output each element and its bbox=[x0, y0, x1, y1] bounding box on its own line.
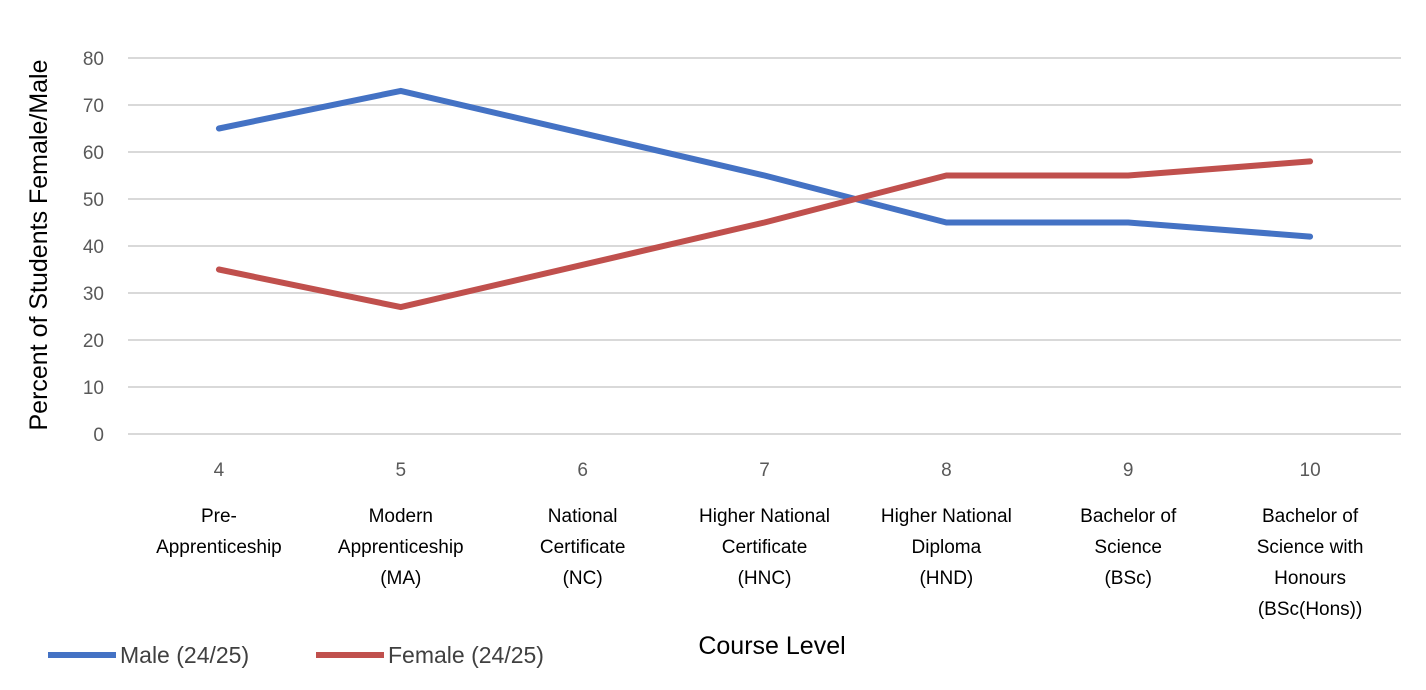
category-description-line: Higher National bbox=[699, 506, 830, 527]
category-description-line: Diploma bbox=[912, 537, 982, 558]
category-description-line: Science with bbox=[1257, 537, 1364, 558]
category-description-line: Honours bbox=[1274, 568, 1346, 589]
category-description-line: Bachelor of bbox=[1262, 506, 1359, 527]
legend-label: Female (24/25) bbox=[388, 642, 544, 668]
category-description-line: Science bbox=[1094, 537, 1162, 558]
legend-label: Male (24/25) bbox=[120, 642, 249, 668]
y-tick-label: 10 bbox=[83, 378, 104, 399]
y-tick-label: 40 bbox=[83, 237, 104, 258]
category-description-line: Certificate bbox=[722, 537, 808, 558]
x-tick-label: 7 bbox=[759, 460, 770, 481]
x-axis-ticks: 4 5 6 7 8 9 10 bbox=[214, 460, 1321, 481]
category-description-line: Pre- bbox=[201, 506, 237, 527]
series-line-male bbox=[215, 87, 1314, 240]
category-descriptions: Pre- Apprenticeship Modern Apprenticeship (M… bbox=[156, 506, 1363, 620]
legend: Male (24/25) Female (24/25) bbox=[48, 642, 544, 668]
category-description-line: (BSc(Hons)) bbox=[1258, 599, 1363, 620]
gridlines bbox=[128, 57, 1401, 435]
y-axis-ticks: 0 10 20 30 40 50 60 70 80 bbox=[83, 49, 104, 446]
category-description-line: (MA) bbox=[380, 568, 421, 589]
y-tick-label: 30 bbox=[83, 284, 104, 305]
x-tick-label: 6 bbox=[577, 460, 588, 481]
x-tick-label: 8 bbox=[941, 460, 952, 481]
category-description-line: Certificate bbox=[540, 537, 626, 558]
y-tick-label: 50 bbox=[83, 190, 104, 211]
y-tick-label: 70 bbox=[83, 96, 104, 117]
category-description-line: Bachelor of bbox=[1080, 506, 1177, 527]
category-description-line: (BSc) bbox=[1104, 568, 1152, 589]
category-description-line: Apprenticeship bbox=[338, 537, 464, 558]
category-description-line: Modern bbox=[369, 506, 433, 527]
category-description-line: (HND) bbox=[919, 568, 973, 589]
x-axis-title: Course Level bbox=[698, 632, 845, 660]
y-tick-label: 20 bbox=[83, 331, 104, 352]
category-description-line: Higher National bbox=[881, 506, 1012, 527]
category-description-line: Apprenticeship bbox=[156, 537, 282, 558]
series-line-female bbox=[215, 158, 1314, 311]
x-tick-label: 5 bbox=[395, 460, 406, 481]
y-tick-label: 80 bbox=[83, 49, 104, 70]
category-description-line: (HNC) bbox=[738, 568, 792, 589]
y-tick-label: 60 bbox=[83, 143, 104, 164]
x-tick-label: 4 bbox=[214, 460, 225, 481]
category-description-line: National bbox=[548, 506, 618, 527]
y-axis-title: Percent of Students Female/Male bbox=[25, 59, 53, 430]
category-description-line: (NC) bbox=[563, 568, 603, 589]
series-lines bbox=[215, 87, 1314, 311]
x-tick-label: 9 bbox=[1123, 460, 1134, 481]
y-tick-label: 0 bbox=[93, 425, 104, 446]
x-tick-label: 10 bbox=[1300, 460, 1321, 481]
